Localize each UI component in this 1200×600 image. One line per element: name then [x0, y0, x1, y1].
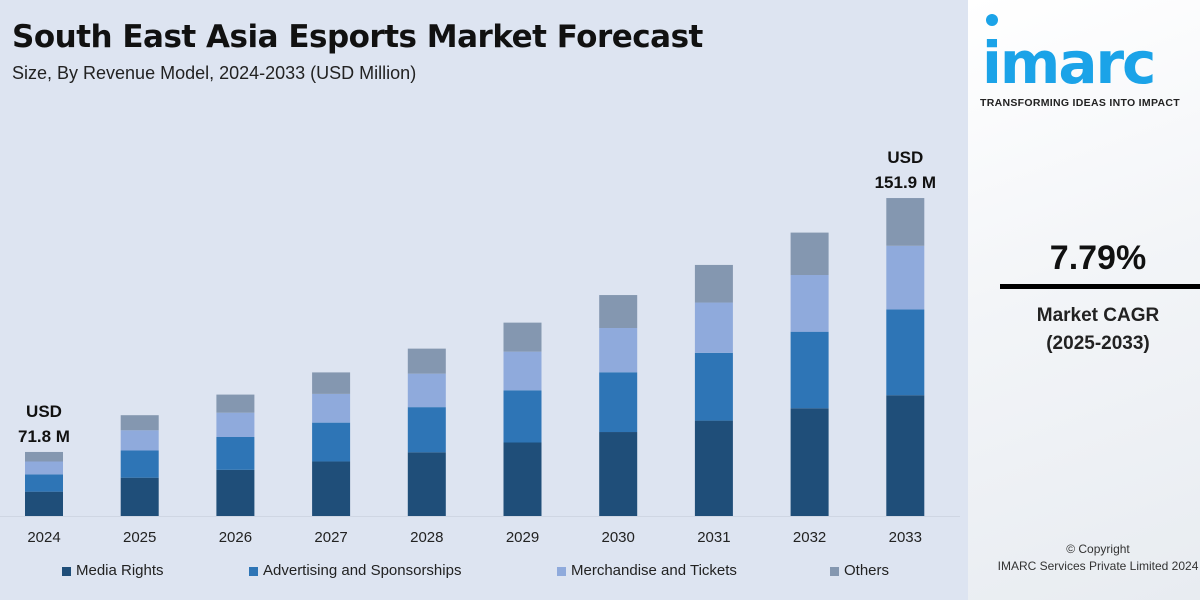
- company-name: IMARC Services Private Limited 2024: [997, 559, 1199, 573]
- imarc-logo: imarc: [982, 29, 1156, 97]
- bar-segment-others: [886, 198, 925, 246]
- bar-segment-media-rights: [216, 469, 255, 516]
- bar-segment-others: [503, 322, 542, 352]
- legend-label: Others: [844, 562, 890, 579]
- bar-segment-media-rights: [407, 452, 446, 516]
- legend-swatch: [830, 566, 839, 576]
- bar-segment-advertising-and-sponsorships: [790, 331, 829, 409]
- bar-segment-others: [120, 415, 159, 431]
- bar-segment-merchandise-and-tickets: [216, 412, 255, 437]
- data-label: 71.8 M: [18, 427, 70, 446]
- legend-swatch: [62, 566, 71, 576]
- x-tick-label: 2030: [602, 529, 635, 546]
- bar-segment-media-rights: [599, 432, 638, 516]
- bar-segment-merchandise-and-tickets: [694, 302, 733, 353]
- x-tick-label: 2028: [410, 529, 443, 546]
- cagr-period: (2025-2033): [1046, 333, 1150, 354]
- bar-segment-media-rights: [503, 442, 542, 516]
- x-tick-label: 2026: [219, 529, 252, 546]
- x-tick-label: 2025: [123, 529, 156, 546]
- data-label: 151.9 M: [875, 173, 936, 192]
- legend-merchandise: Merchandise and Tickets: [557, 562, 737, 580]
- legend-label: Media Rights: [76, 562, 164, 579]
- bar-segment-advertising-and-sponsorships: [599, 372, 638, 433]
- cagr-label: Market CAGR (2025-2033): [968, 302, 1200, 358]
- copyright: © Copyright IMARC Services Private Limit…: [968, 541, 1200, 575]
- bar-segment-advertising-and-sponsorships: [407, 407, 446, 453]
- legend-media-rights: Media Rights: [62, 562, 164, 580]
- x-tick-label: 2032: [793, 529, 826, 546]
- info-panel: imarc TRANSFORMING IDEAS INTO IMPACT 7.7…: [968, 0, 1200, 600]
- bar-segment-others: [790, 232, 829, 276]
- bar-segment-media-rights: [886, 395, 925, 516]
- bar-segment-media-rights: [120, 477, 159, 516]
- legend-label: Merchandise and Tickets: [571, 562, 737, 579]
- bar-segment-merchandise-and-tickets: [407, 373, 446, 408]
- divider: [1000, 284, 1200, 289]
- bar-segment-others: [312, 372, 351, 394]
- bar-segment-merchandise-and-tickets: [312, 393, 351, 423]
- legend-advertising: Advertising and Sponsorships: [249, 562, 461, 580]
- bar-segment-advertising-and-sponsorships: [216, 436, 255, 470]
- legend-label: Advertising and Sponsorships: [263, 562, 462, 579]
- bar-segment-others: [694, 264, 733, 303]
- bar-segment-others: [216, 394, 255, 413]
- bar-segment-advertising-and-sponsorships: [25, 474, 63, 492]
- x-tick-label: 2033: [889, 529, 922, 546]
- x-tick-label: 2024: [27, 529, 60, 546]
- cagr-label-text: Market CAGR: [1036, 305, 1160, 326]
- legend-swatch: [557, 566, 566, 576]
- bar-segment-others: [599, 295, 638, 329]
- copyright-text: © Copyright: [1066, 542, 1130, 556]
- cagr-value: 7.79%: [1049, 239, 1147, 277]
- bar-segment-media-rights: [694, 420, 733, 516]
- bar-segment-merchandise-and-tickets: [886, 245, 925, 310]
- chart-subtitle: Size, By Revenue Model, 2024-2033 (USD M…: [12, 63, 417, 83]
- bar-segment-advertising-and-sponsorships: [120, 450, 159, 478]
- bar-segment-advertising-and-sponsorships: [312, 422, 351, 462]
- x-tick-label: 2029: [506, 529, 539, 546]
- bar-segment-advertising-and-sponsorships: [886, 309, 925, 396]
- bar-segment-advertising-and-sponsorships: [503, 390, 542, 443]
- x-tick-label: 2027: [314, 529, 347, 546]
- bar-segment-merchandise-and-tickets: [599, 328, 638, 373]
- bar-segment-others: [25, 451, 63, 462]
- bar-segment-others: [407, 348, 446, 374]
- logo-tagline: TRANSFORMING IDEAS INTO IMPACT: [980, 97, 1180, 109]
- bar-segment-media-rights: [25, 491, 63, 516]
- x-tick-label: 2031: [697, 529, 730, 546]
- legend-swatch: [249, 566, 258, 576]
- chart-title: South East Asia Esports Market Forecast: [12, 19, 703, 55]
- stacked-bar-chart: 2024 USD 71.8 M 2025 2026 2027 2028 2029 2030 203…: [0, 148, 960, 546]
- bar-segment-merchandise-and-tickets: [790, 275, 829, 332]
- bar-segment-merchandise-and-tickets: [120, 430, 159, 451]
- bar-segment-advertising-and-sponsorships: [694, 352, 733, 421]
- bar-segment-merchandise-and-tickets: [503, 351, 542, 391]
- legend-others: Others: [830, 562, 889, 580]
- bar-segment-media-rights: [312, 461, 351, 516]
- chart-panel: South East Asia Esports Market Forecast …: [0, 19, 960, 580]
- data-label: USD: [26, 402, 62, 421]
- logo-dot: [986, 14, 998, 26]
- data-label: USD: [887, 148, 923, 167]
- bar-segment-merchandise-and-tickets: [25, 461, 63, 475]
- bar-segment-media-rights: [790, 408, 829, 516]
